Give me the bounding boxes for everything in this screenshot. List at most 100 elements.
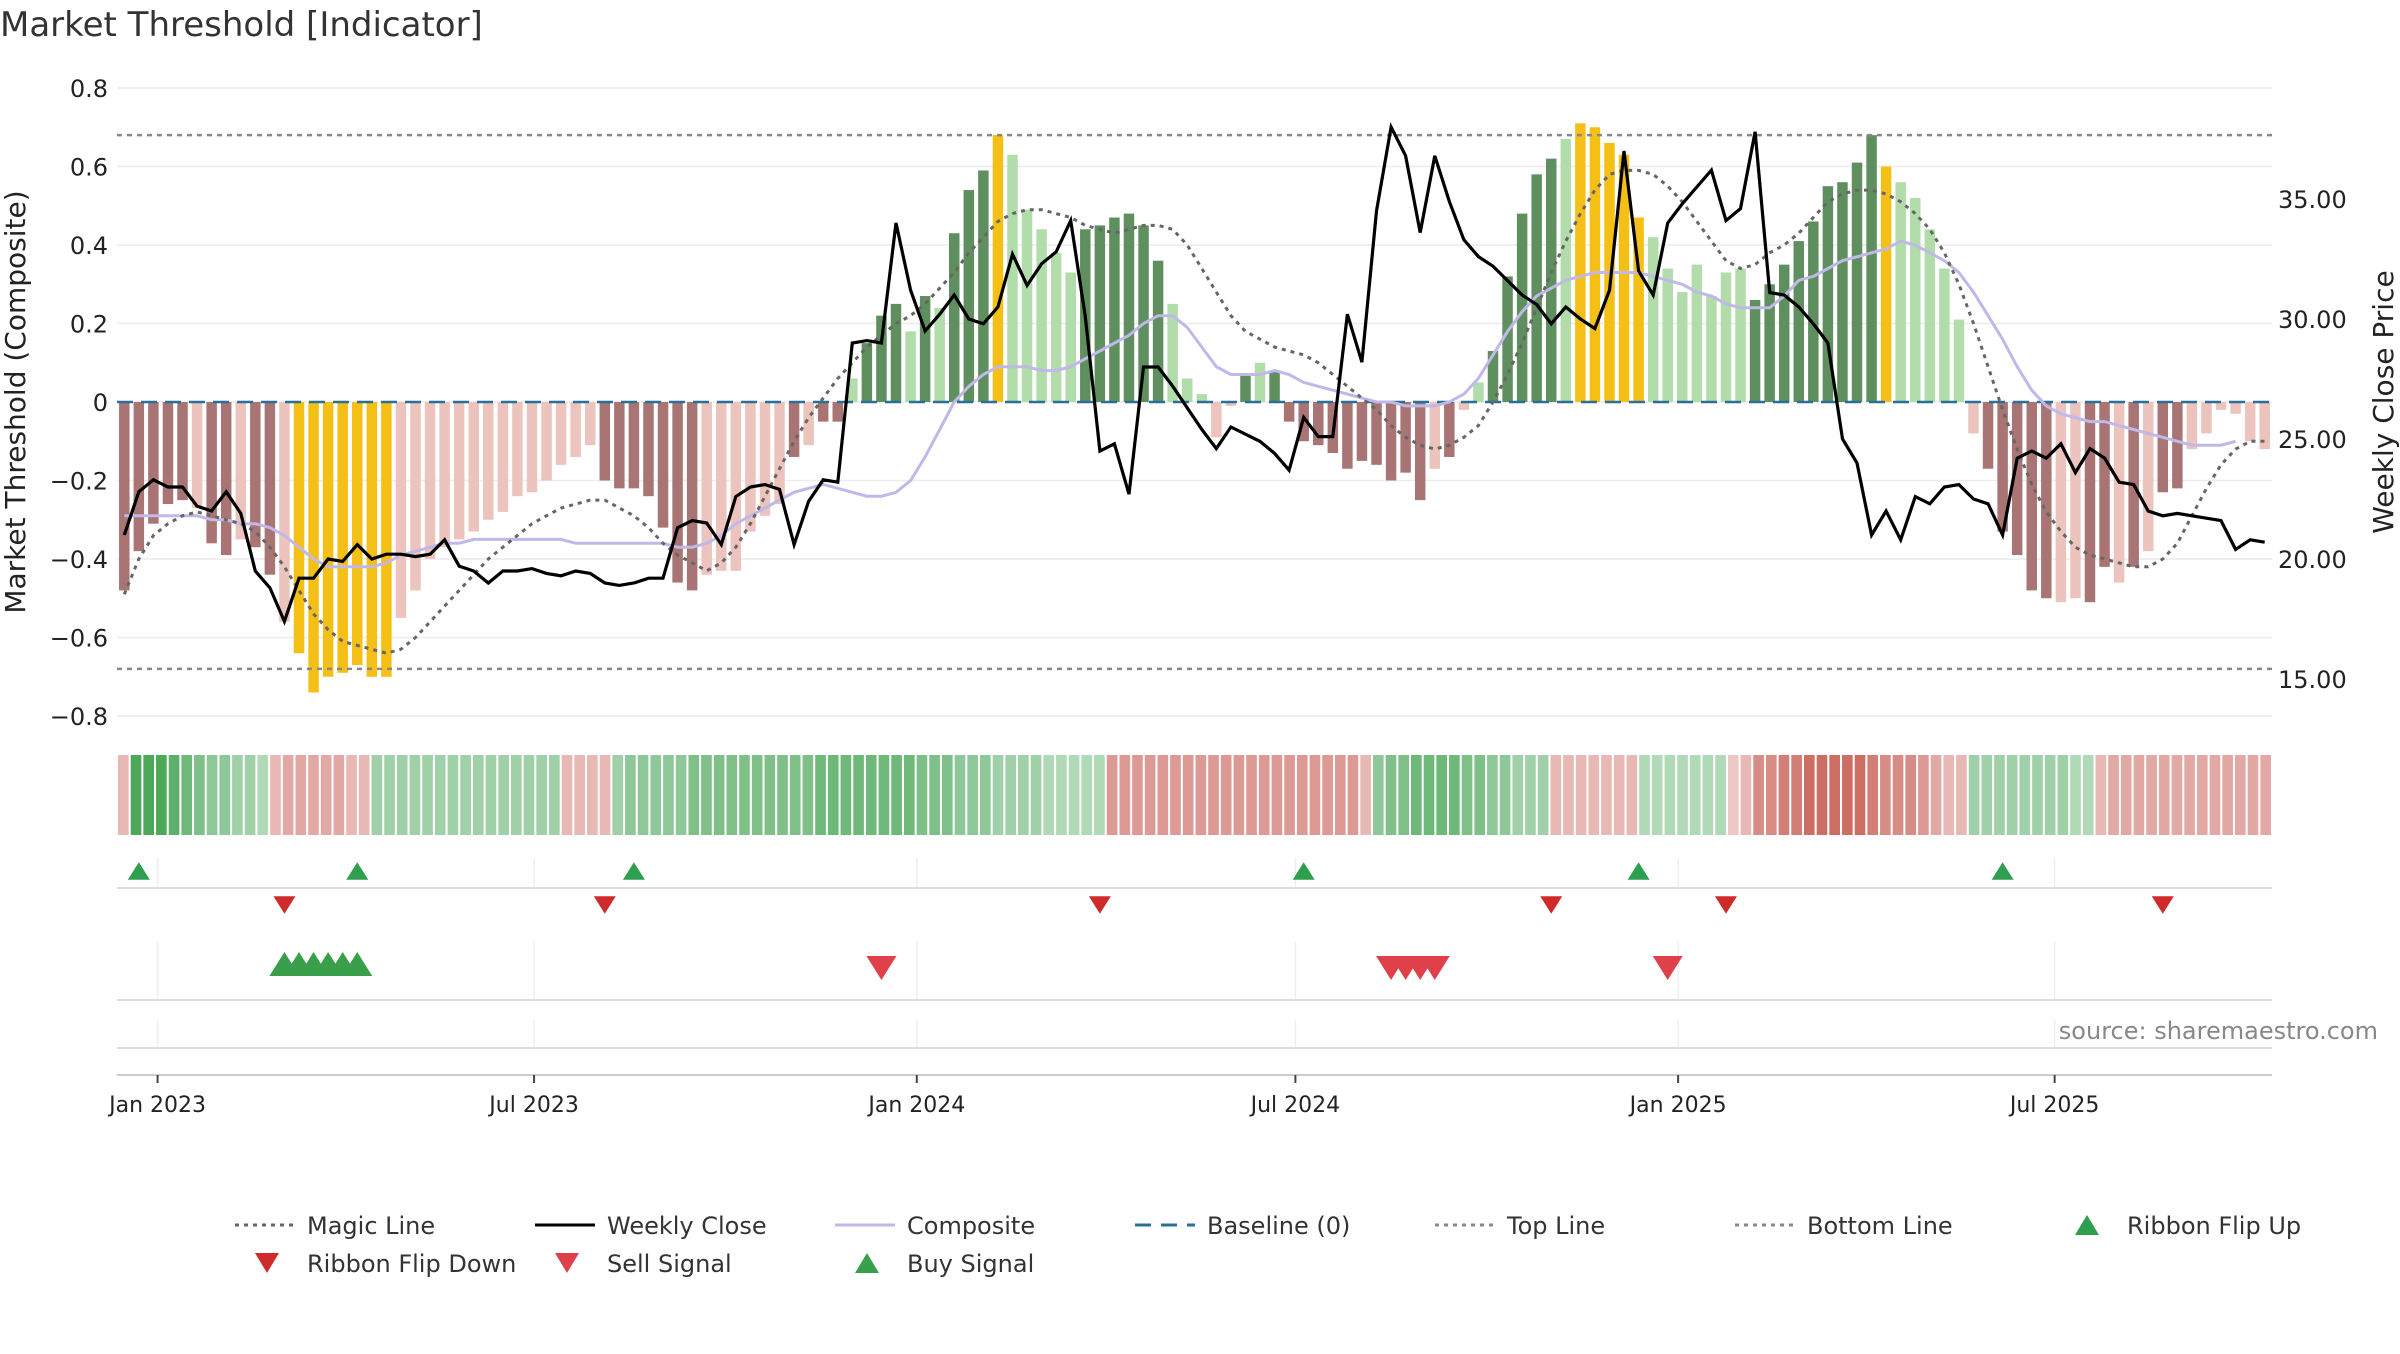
threshold-bar [1269, 370, 1280, 402]
ribbon-cell [561, 755, 573, 835]
ribbon-cell [2082, 755, 2094, 835]
threshold-bar [133, 402, 145, 552]
ribbon-cell [1296, 755, 1308, 835]
ribbon-cell [675, 755, 687, 835]
ribbon-cell [2108, 755, 2119, 835]
ribbon-cell [232, 755, 243, 835]
ribbon-cell [1525, 755, 1536, 835]
ribbon-cell [1018, 755, 1029, 835]
ribbon-cell [625, 755, 636, 835]
threshold-bar [890, 303, 902, 403]
legend-item: Top Line [1435, 1212, 1605, 1240]
threshold-bar [1371, 402, 1382, 465]
legend: Magic Line Weekly Close Composite Baseline … [235, 1212, 2301, 1278]
right-axis-label: Weekly Close Price [2367, 270, 2400, 533]
threshold-bar [352, 402, 363, 665]
legend-item: Buy Signal [855, 1250, 1034, 1278]
ribbon-cell [1778, 755, 1790, 835]
threshold-bar [1356, 402, 1368, 461]
ribbon-cell [587, 755, 598, 835]
series-lines [122, 121, 2265, 655]
threshold-bar [162, 402, 174, 505]
threshold-bar [424, 402, 436, 559]
threshold-bar [264, 402, 276, 575]
ribbon-cell [1575, 755, 1587, 835]
threshold-bar [1793, 241, 1805, 402]
threshold-bar [1880, 166, 1892, 402]
ribbon-cell [1411, 755, 1422, 835]
ribbon-cell [358, 755, 370, 835]
threshold-bar [1342, 402, 1353, 469]
threshold-bar [1181, 378, 1193, 402]
ribbon-cell [1220, 755, 1232, 835]
threshold-bar [1822, 186, 1834, 403]
ribbon-cell [1284, 755, 1295, 835]
threshold-bar [1138, 225, 1149, 403]
ribbon-cell [1436, 755, 1448, 835]
ribbon-cell [1233, 755, 1245, 835]
ribbon-cell [815, 755, 826, 835]
ribbon-cell [2095, 755, 2107, 835]
legend-item: Ribbon Flip Up [2075, 1212, 2301, 1240]
legend-item: Baseline (0) [1135, 1212, 1350, 1240]
ribbon-cell [777, 755, 788, 835]
ribbon-cell [688, 755, 700, 835]
ribbon-cell [1994, 755, 2005, 835]
threshold-bar [2244, 402, 2256, 442]
ribbon-flip-down-marker [2151, 896, 2174, 914]
threshold-bar [614, 402, 625, 489]
ribbon-cell [1943, 755, 1955, 835]
legend-item: Sell Signal [555, 1250, 732, 1278]
threshold-bar [716, 402, 727, 571]
threshold-bar [1021, 209, 1033, 402]
ribbon-cell [1056, 755, 1067, 835]
ribbon-cell [308, 755, 319, 835]
threshold-bar [1487, 350, 1499, 402]
ribbon-cell [1550, 755, 1562, 835]
ribbon-cell [1930, 755, 1942, 835]
ribbon-cell [840, 755, 852, 835]
ribbon-cell [1423, 755, 1435, 835]
threshold-bar [293, 402, 305, 654]
ribbon-cell [1081, 755, 1093, 835]
ribbon-cell [1208, 755, 1219, 835]
threshold-bar [701, 402, 712, 575]
composite-line [124, 239, 2236, 569]
threshold-bar [2070, 402, 2081, 599]
right-tick-label: 35.00 [2278, 186, 2347, 214]
ribbon-cell [2234, 755, 2246, 835]
threshold-bar [410, 402, 421, 591]
left-tick-label: −0.2 [50, 468, 108, 496]
x-tick-label: Jul 2025 [2008, 1093, 2100, 1118]
ribbon-cell [2120, 755, 2132, 835]
ribbon-cell [739, 755, 750, 835]
threshold-bar [1647, 237, 1659, 402]
threshold-bar [832, 402, 843, 422]
threshold-bar [1633, 217, 1644, 402]
threshold-bar [861, 343, 873, 403]
sell-signal-marker [866, 956, 897, 980]
ribbon-flip-up-marker [346, 862, 369, 880]
right-tick-label: 20.00 [2278, 546, 2347, 574]
ribbon-cell [2158, 755, 2170, 835]
ribbon-cell [346, 755, 357, 835]
ribbon-cell [2146, 755, 2157, 835]
threshold-bar [1982, 402, 1994, 469]
threshold-bar [2099, 402, 2110, 567]
threshold-bar [1778, 264, 1790, 403]
legend-label: Ribbon Flip Down [307, 1250, 516, 1278]
threshold-bar [599, 402, 611, 481]
ribbon-cell [1157, 755, 1169, 835]
threshold-bar [1749, 299, 1761, 402]
ribbon-cell [891, 755, 902, 835]
ribbon-cell [1195, 755, 1207, 835]
ribbon-cell [1918, 755, 1929, 835]
threshold-bar [1997, 402, 2008, 532]
threshold-bar [2201, 402, 2212, 434]
ribbon-cell [1905, 755, 1917, 835]
threshold-bar [963, 190, 975, 402]
ribbon-cell [929, 755, 940, 835]
ribbon-cell [2019, 755, 2031, 835]
signal-panels [117, 858, 2272, 1049]
